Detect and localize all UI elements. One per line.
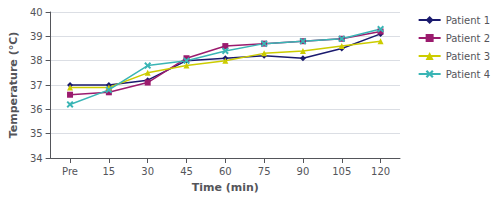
svg-text:75: 75 [258, 166, 271, 177]
svg-text:Patient 3: Patient 3 [446, 51, 490, 62]
svg-text:105: 105 [332, 166, 351, 177]
svg-text:40: 40 [30, 7, 43, 18]
svg-text:Patient 4: Patient 4 [446, 69, 490, 80]
svg-text:36: 36 [30, 104, 43, 115]
svg-text:120: 120 [371, 166, 390, 177]
svg-text:37: 37 [30, 80, 43, 91]
svg-text:Patient 1: Patient 1 [446, 15, 490, 26]
svg-text:45: 45 [180, 166, 193, 177]
svg-text:Patient 2: Patient 2 [446, 33, 490, 44]
svg-text:34: 34 [30, 153, 43, 164]
svg-text:30: 30 [141, 166, 154, 177]
svg-text:Temperature (°C): Temperature (°C) [7, 32, 20, 139]
svg-text:39: 39 [30, 31, 43, 42]
svg-text:Time (min): Time (min) [192, 181, 259, 194]
svg-text:38: 38 [30, 55, 43, 66]
svg-text:90: 90 [297, 166, 310, 177]
svg-text:60: 60 [219, 166, 232, 177]
svg-text:Pre: Pre [62, 166, 78, 177]
svg-text:15: 15 [102, 166, 115, 177]
svg-text:35: 35 [30, 128, 43, 139]
